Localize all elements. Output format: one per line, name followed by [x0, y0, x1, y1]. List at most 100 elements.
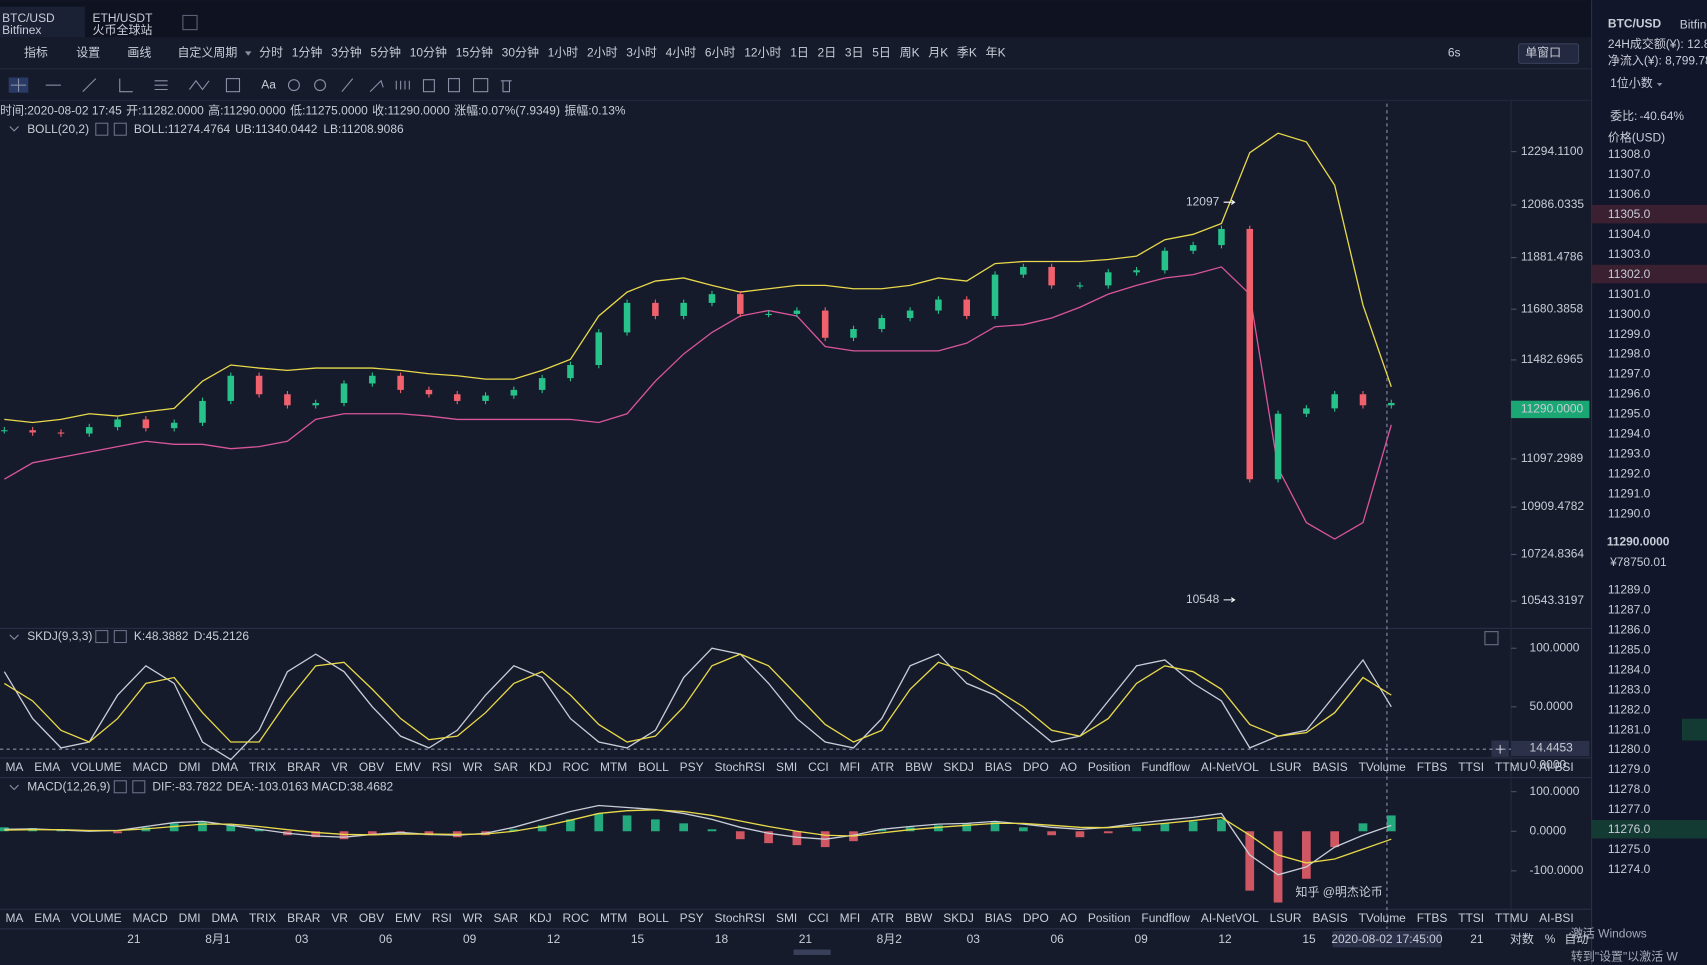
period-button[interactable]: 5分钟: [370, 45, 401, 60]
axis-option[interactable]: %: [1545, 932, 1556, 946]
window-mode[interactable]: 单窗口: [1525, 46, 1561, 60]
indicator-tab[interactable]: MACD: [133, 760, 169, 774]
indicator-tab[interactable]: FTBS: [1417, 760, 1448, 774]
tab-symbol[interactable]: ETH/USDT: [93, 11, 154, 25]
indicator-tab[interactable]: EMA: [34, 760, 60, 774]
period-button[interactable]: 2日: [818, 46, 837, 60]
indicator-tab[interactable]: StochRSI: [715, 911, 766, 925]
indicator-tab[interactable]: BASIS: [1312, 911, 1347, 925]
period-button[interactable]: 月K: [928, 46, 948, 60]
indicator-tab[interactable]: DMI: [179, 760, 201, 774]
indicator-tab[interactable]: AI-BSI: [1539, 911, 1574, 925]
indicator-tab[interactable]: MA: [5, 760, 23, 774]
indicator-tab[interactable]: MTM: [600, 760, 627, 774]
period-button[interactable]: 1日: [790, 46, 809, 60]
indicator-tab[interactable]: SKDJ: [943, 760, 974, 774]
period-button[interactable]: 2小时: [587, 46, 618, 60]
indicator-tab[interactable]: DMI: [179, 911, 201, 925]
period-button[interactable]: 季K: [957, 46, 977, 60]
indicator-tab[interactable]: TVolume: [1359, 911, 1407, 925]
indicator-tab[interactable]: DMA: [212, 911, 239, 925]
indicator-tab[interactable]: EMV: [395, 760, 421, 774]
settings-icon[interactable]: [95, 122, 109, 136]
indicator-tab[interactable]: DPO: [1023, 911, 1049, 925]
indicator-tab[interactable]: StochRSI: [715, 760, 766, 774]
indicator-tab[interactable]: VR: [331, 911, 348, 925]
period-button[interactable]: 5日: [872, 46, 891, 60]
indicator-tab[interactable]: TTMU: [1495, 911, 1528, 925]
indicator-tab[interactable]: MACD: [133, 911, 169, 925]
indicator-tab[interactable]: BIAS: [985, 911, 1012, 925]
indicator-tab[interactable]: MTM: [600, 911, 627, 925]
indicator-tab[interactable]: FTBS: [1417, 911, 1448, 925]
settings-icon[interactable]: [95, 630, 109, 644]
indicator-tab[interactable]: AO: [1060, 911, 1077, 925]
indicator-tab[interactable]: TRIX: [249, 911, 276, 925]
indicator-tab[interactable]: AI-NetVOL: [1201, 911, 1259, 925]
indicator-tab[interactable]: TVolume: [1359, 760, 1407, 774]
settings-icon[interactable]: [113, 780, 127, 794]
indicator-tab[interactable]: AI-NetVOL: [1201, 760, 1259, 774]
indicator-tab[interactable]: VR: [331, 760, 348, 774]
indicator-tab[interactable]: DPO: [1023, 760, 1049, 774]
indicator-tab[interactable]: BOLL: [638, 911, 669, 925]
scroll-handle[interactable]: [793, 949, 831, 955]
period-button[interactable]: 周K: [900, 46, 920, 60]
close-icon[interactable]: [132, 780, 146, 794]
indicator-tab[interactable]: CCI: [808, 911, 829, 925]
custom-period[interactable]: 自定义周期: [177, 45, 237, 60]
indicator-tab[interactable]: ROC: [563, 760, 590, 774]
indicator-tab[interactable]: SAR: [494, 911, 519, 925]
period-button[interactable]: 3小时: [626, 46, 657, 60]
period-button[interactable]: 10分钟: [410, 45, 447, 60]
indicator-tab[interactable]: ATR: [871, 760, 894, 774]
indicator-tab[interactable]: BRAR: [287, 911, 321, 925]
indicator-tab[interactable]: WR: [463, 760, 483, 774]
indicator-tab[interactable]: VOLUME: [71, 911, 122, 925]
period-button[interactable]: 30分钟: [502, 45, 539, 60]
indicator-tab[interactable]: SMI: [776, 911, 797, 925]
indicator-tab[interactable]: SAR: [494, 760, 519, 774]
period-button[interactable]: 12小时: [744, 46, 781, 60]
indicator-tab[interactable]: WR: [463, 911, 483, 925]
indicator-tab[interactable]: AI-BSI: [1539, 760, 1574, 774]
axis-option[interactable]: 自动: [1564, 932, 1588, 946]
indicator-tab[interactable]: BIAS: [985, 760, 1012, 774]
indicator-tab[interactable]: LSUR: [1270, 911, 1302, 925]
period-button[interactable]: 15分钟: [456, 45, 493, 60]
tool-button[interactable]: 指标: [24, 45, 48, 60]
add-tab[interactable]: [182, 14, 198, 31]
tool-button[interactable]: 设置: [76, 46, 100, 60]
indicator-tab[interactable]: TTMU: [1495, 760, 1528, 774]
indicator-tab[interactable]: ROC: [563, 911, 590, 925]
period-button[interactable]: 3分钟: [331, 45, 362, 60]
indicator-tab[interactable]: TTSI: [1458, 911, 1484, 925]
indicator-tab[interactable]: SMI: [776, 760, 797, 774]
indicator-tab[interactable]: MA: [5, 911, 23, 925]
close-icon[interactable]: [113, 122, 127, 136]
indicator-tab[interactable]: BRAR: [287, 760, 321, 774]
indicator-tab[interactable]: SKDJ: [943, 911, 974, 925]
indicator-tab[interactable]: PSY: [680, 911, 704, 925]
window-button[interactable]: [1518, 43, 1580, 64]
period-button[interactable]: 6小时: [705, 46, 736, 60]
indicator-tab[interactable]: Fundflow: [1141, 760, 1190, 774]
indicator-tab[interactable]: BBW: [905, 911, 933, 925]
indicator-tab[interactable]: DMA: [212, 760, 239, 774]
close-icon[interactable]: [113, 630, 127, 644]
period-button[interactable]: 分时: [259, 46, 283, 60]
indicator-tab[interactable]: OBV: [359, 911, 384, 925]
indicator-tab[interactable]: BASIS: [1312, 760, 1347, 774]
indicator-tab[interactable]: Position: [1088, 911, 1131, 925]
indicator-tab[interactable]: AO: [1060, 760, 1077, 774]
indicator-tab[interactable]: KDJ: [529, 911, 552, 925]
period-button[interactable]: 1分钟: [292, 45, 323, 60]
active-tab[interactable]: [0, 6, 85, 38]
indicator-tab[interactable]: ATR: [871, 911, 894, 925]
indicator-tab[interactable]: TTSI: [1458, 760, 1484, 774]
tool-button[interactable]: 画线: [127, 46, 151, 60]
period-button[interactable]: 年K: [986, 46, 1006, 60]
indicator-tab[interactable]: Position: [1088, 760, 1131, 774]
precision-select[interactable]: 1位小数: [1610, 75, 1653, 90]
indicator-tab[interactable]: KDJ: [529, 760, 552, 774]
